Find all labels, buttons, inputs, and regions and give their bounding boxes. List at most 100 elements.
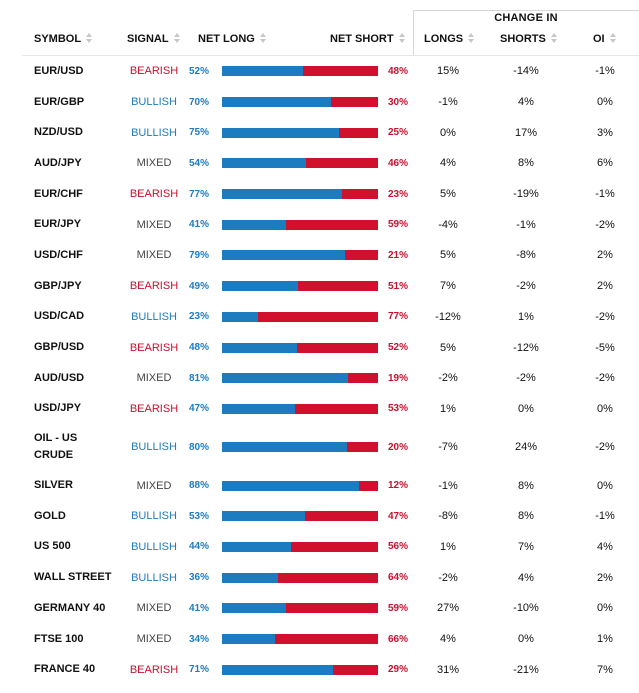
sort-icon: [86, 33, 93, 43]
change-oi-cell: 0%: [597, 602, 613, 615]
header-signal[interactable]: SIGNAL: [127, 33, 181, 45]
sort-icon: [398, 33, 406, 43]
table-row[interactable]: GBP/JPY BEARISH 49% 51% 7% -2% 2%: [0, 271, 639, 302]
header-net-short[interactable]: NET SHORT: [330, 33, 406, 45]
net-short-bar: [332, 664, 378, 675]
symbol-cell[interactable]: WALL STREET: [34, 571, 112, 584]
signal-cell: BEARISH: [129, 188, 179, 201]
change-longs-cell: -2%: [438, 372, 458, 385]
sentiment-bar: [222, 511, 378, 522]
symbol-cell[interactable]: EUR/CHF: [34, 187, 83, 200]
signal-cell: BULLISH: [131, 96, 177, 109]
table-row[interactable]: SILVER MIXED 88% 12% -1% 8% 0%: [0, 470, 639, 501]
symbol-cell[interactable]: SILVER: [34, 479, 73, 492]
signal-cell: BEARISH: [129, 402, 179, 415]
net-long-value: 53%: [189, 510, 210, 522]
table-row[interactable]: EUR/USD BEARISH 52% 48% 15% -14% -1%: [0, 56, 639, 87]
sentiment-bar: [222, 664, 378, 675]
table-row[interactable]: EUR/GBP BULLISH 70% 30% -1% 4% 0%: [0, 87, 639, 118]
symbol-cell[interactable]: EUR/GBP: [34, 95, 85, 108]
change-longs-cell: -1%: [438, 479, 458, 492]
net-long-value: 49%: [189, 280, 210, 292]
signal-cell: MIXED: [136, 633, 172, 646]
net-long-bar: [222, 158, 307, 169]
net-short-value: 66%: [388, 633, 409, 645]
change-oi-cell: 0%: [597, 96, 613, 109]
table-row[interactable]: NZD/USD BULLISH 75% 25% 0% 17% 3%: [0, 117, 639, 148]
net-short-value: 52%: [388, 342, 409, 354]
symbol-cell[interactable]: EUR/USD: [34, 64, 84, 77]
table-row[interactable]: FTSE 100 MIXED 34% 66% 4% 0% 1%: [0, 624, 639, 655]
signal-cell: BULLISH: [131, 310, 177, 323]
net-long-value: 54%: [189, 157, 210, 169]
symbol-cell[interactable]: US 500: [34, 540, 71, 553]
sentiment-bar: [222, 373, 378, 384]
table-row[interactable]: USD/CHF MIXED 79% 21% 5% -8% 2%: [0, 240, 639, 271]
change-longs-cell: 5%: [440, 249, 456, 262]
change-oi-cell: 6%: [597, 157, 613, 170]
table-row[interactable]: EUR/CHF BEARISH 77% 23% 5% -19% -1%: [0, 179, 639, 210]
change-shorts-cell: 8%: [518, 157, 534, 170]
table-row[interactable]: OIL - US CRUDE BULLISH 80% 20% -7% 24% -2%: [0, 424, 639, 470]
change-longs-cell: -12%: [435, 310, 461, 323]
net-short-bar: [298, 281, 378, 292]
net-long-bar: [222, 250, 346, 261]
change-longs-cell: 4%: [440, 633, 456, 646]
symbol-cell[interactable]: NZD/USD: [34, 126, 83, 139]
signal-cell: BULLISH: [131, 510, 177, 523]
net-long-bar: [222, 189, 343, 200]
net-long-bar: [222, 664, 333, 675]
symbol-cell[interactable]: GERMANY 40: [34, 601, 106, 614]
symbol-cell[interactable]: AUD/USD: [34, 371, 85, 384]
net-short-value: 12%: [388, 480, 409, 492]
net-short-value: 51%: [388, 280, 409, 292]
net-long-value: 88%: [189, 480, 210, 492]
signal-cell: BEARISH: [129, 663, 179, 676]
change-shorts-cell: 24%: [514, 441, 538, 454]
table-row[interactable]: GBP/USD BEARISH 48% 52% 5% -12% -5%: [0, 332, 639, 363]
signal-cell: MIXED: [136, 218, 172, 231]
symbol-cell[interactable]: USD/CAD: [34, 310, 85, 323]
change-shorts-cell: 7%: [518, 540, 534, 553]
net-long-value: 71%: [189, 664, 210, 676]
header-net-long[interactable]: NET LONG: [198, 33, 267, 45]
table-row[interactable]: WALL STREET BULLISH 36% 64% -2% 4% 2%: [0, 562, 639, 593]
net-short-value: 25%: [388, 127, 409, 139]
table-row[interactable]: US 500 BULLISH 44% 56% 1% 7% 4%: [0, 532, 639, 563]
net-long-value: 81%: [189, 372, 210, 384]
symbol-cell[interactable]: FRANCE 40: [34, 663, 96, 676]
table-row[interactable]: EUR/JPY MIXED 41% 59% -4% -1% -2%: [0, 209, 639, 240]
change-oi-cell: 2%: [597, 571, 613, 584]
change-oi-cell: -2%: [595, 218, 615, 231]
table-row[interactable]: AUD/JPY MIXED 54% 46% 4% 8% 6%: [0, 148, 639, 179]
header-longs[interactable]: LONGS: [424, 33, 475, 45]
net-long-value: 41%: [189, 602, 210, 614]
symbol-cell[interactable]: AUD/JPY: [34, 156, 82, 169]
header-oi[interactable]: OI: [593, 33, 617, 45]
header-symbol[interactable]: SYMBOL: [34, 33, 93, 45]
symbol-cell[interactable]: USD/CHF: [34, 248, 83, 261]
table-row[interactable]: GERMANY 40 MIXED 41% 59% 27% -10% 0%: [0, 593, 639, 624]
header-shorts[interactable]: SHORTS: [500, 33, 558, 45]
symbol-cell[interactable]: FTSE 100: [34, 632, 84, 645]
net-short-value: 21%: [388, 249, 409, 261]
change-oi-cell: 2%: [597, 249, 613, 262]
symbol-cell[interactable]: USD/JPY: [34, 402, 82, 415]
symbol-cell[interactable]: GBP/JPY: [34, 279, 82, 292]
symbol-cell[interactable]: GOLD: [34, 509, 66, 522]
change-shorts-cell: 17%: [514, 126, 538, 139]
symbol-cell[interactable]: EUR/JPY: [34, 218, 82, 231]
symbol-cell[interactable]: OIL - US CRUDE: [34, 432, 78, 462]
change-longs-cell: 1%: [440, 540, 456, 553]
net-short-value: 56%: [388, 541, 409, 553]
table-row[interactable]: GOLD BULLISH 53% 47% -8% 8% -1%: [0, 501, 639, 532]
signal-cell: MIXED: [136, 372, 172, 385]
sentiment-bar: [222, 342, 378, 353]
table-row[interactable]: USD/CAD BULLISH 23% 77% -12% 1% -2%: [0, 302, 639, 333]
table-row[interactable]: USD/JPY BEARISH 47% 53% 1% 0% 0%: [0, 394, 639, 425]
change-oi-cell: 0%: [597, 479, 613, 492]
net-short-bar: [275, 634, 378, 645]
table-row[interactable]: FRANCE 40 BEARISH 71% 29% 31% -21% 7%: [0, 654, 639, 685]
symbol-cell[interactable]: GBP/USD: [34, 341, 85, 354]
table-row[interactable]: AUD/USD MIXED 81% 19% -2% -2% -2%: [0, 363, 639, 394]
